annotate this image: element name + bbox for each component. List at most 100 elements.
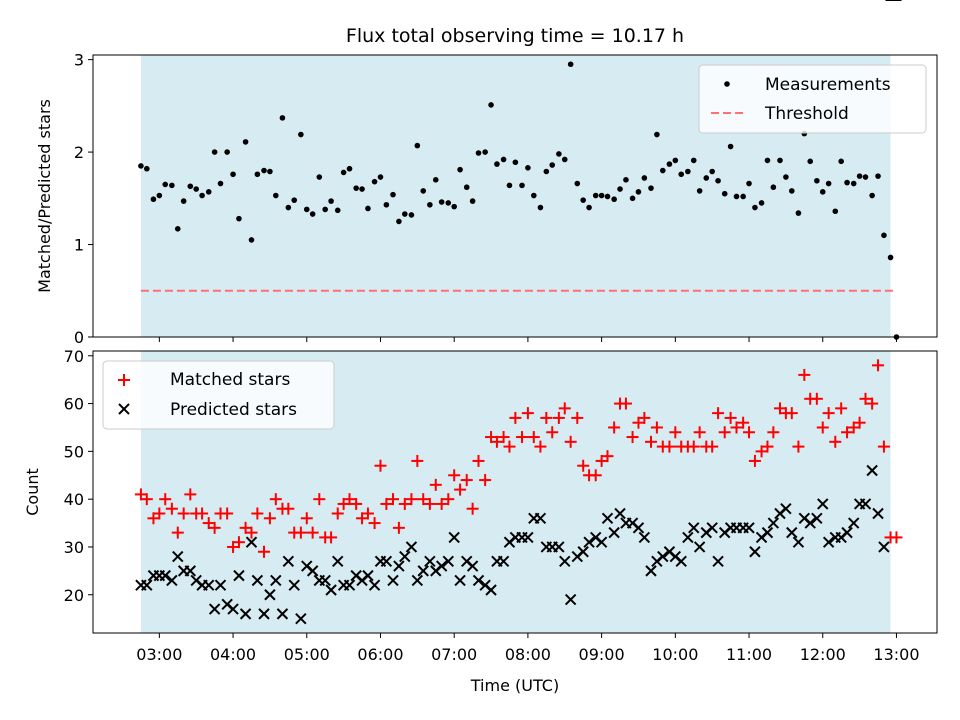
predicted-star-point [343,579,356,591]
matched-star-point [730,421,743,434]
predicted-star-point [577,546,589,558]
top-y-tick-label: 0 [74,328,84,347]
predicted-star-point [325,584,337,596]
predicted-star-point [841,526,853,539]
predicted-star-point [172,550,184,563]
matched-star-point [890,531,903,544]
predicted-star-point [411,574,424,587]
measurement-point [617,186,623,192]
measurement-point [659,167,666,174]
predicted-star-point [288,579,300,591]
bottom-plot-frame [92,350,938,634]
matched-star-point [785,407,798,420]
measurement-point [451,203,457,210]
measurement-point [850,180,857,187]
predicted-star-point [227,603,239,615]
matched-star-point [442,493,455,506]
matched-star-point [564,435,577,448]
measurement-point [279,115,286,121]
measurement-point [537,204,544,211]
measurement-point [138,163,144,169]
measurement-point [598,192,605,199]
measurement-point [242,139,249,145]
matched-star-point [724,411,737,424]
measurement-point [482,149,488,155]
bottom-legend-box [102,360,335,430]
measurement-point [788,188,795,194]
measurement-point [696,188,703,194]
matched-star-point [521,407,534,420]
chart-title: Flux total observing time = 10.17 h [346,25,684,47]
measurement-point [193,186,199,192]
predicted-star-point [859,498,872,510]
matched-star-point [527,431,540,444]
predicted-star-point [306,565,319,577]
matched-star-point [626,431,639,444]
predicted-star-point [393,560,405,572]
measurement-point [635,189,642,195]
matched-star-point [300,512,313,525]
matched-star-point [663,440,676,453]
matched-star-point [589,469,602,482]
matched-star-point [877,440,890,453]
matched-star-point [571,411,584,424]
measurement-point [340,169,347,176]
matched-star-point [411,454,424,467]
matched-star-point [792,440,805,453]
legend-predicted-marker [118,403,130,415]
x-tick-label: 09:00 [579,645,625,664]
matched-star-point [294,526,307,539]
measurement-point [740,193,746,200]
predicted-star-point [368,579,381,591]
measurement-point [457,166,463,173]
measurement-point [248,237,255,243]
matched-star-point [534,440,547,453]
matched-star-point [245,526,258,539]
predicted-star-point [166,574,178,587]
measurement-point [623,177,629,183]
predicted-star-point [448,531,460,544]
legend-measurements-marker [724,81,730,87]
matched-star-point [743,426,756,439]
top-y-tick-label: 2 [74,143,84,162]
measurement-point [506,182,513,189]
predicted-star-point [282,555,295,568]
matched-star-point [644,435,657,448]
matched-star-point [208,521,221,534]
matched-star-point [313,493,326,506]
x-tick-label: 06:00 [357,645,403,664]
predicted-star-point [319,574,331,587]
matched-star-point [693,426,706,439]
measurement-point [654,131,660,138]
measurement-point [807,158,814,165]
measurement-point [567,61,574,68]
legend-matched-marker [118,374,130,386]
predicted-star-point [245,536,258,548]
matched-star-point [866,397,879,410]
matched-star-point [540,411,553,424]
predicted-star-point [693,541,706,553]
matched-star-point [841,426,854,439]
measurement-point [519,182,525,189]
matched-star-point [816,421,829,434]
x-tick-label: 10:00 [652,645,698,664]
predicted-star-point [276,608,289,620]
measurement-point [825,180,832,187]
predicted-star-point [601,512,614,524]
measurement-point [556,151,562,157]
measurement-point [574,180,581,187]
measurement-point [746,180,752,187]
measurement-point [770,184,777,191]
measurement-point [733,193,740,200]
matched-star-point [196,507,209,520]
matched-star-point [361,507,374,520]
top-legend-box [698,64,927,134]
measurement-point [359,186,365,192]
predicted-star-point [295,612,307,625]
predicted-star-point [743,522,755,534]
x-tick-label: 04:00 [210,645,256,664]
measurement-point [162,181,169,188]
predicted-star-point [264,589,276,601]
predicted-star-point [485,584,497,596]
